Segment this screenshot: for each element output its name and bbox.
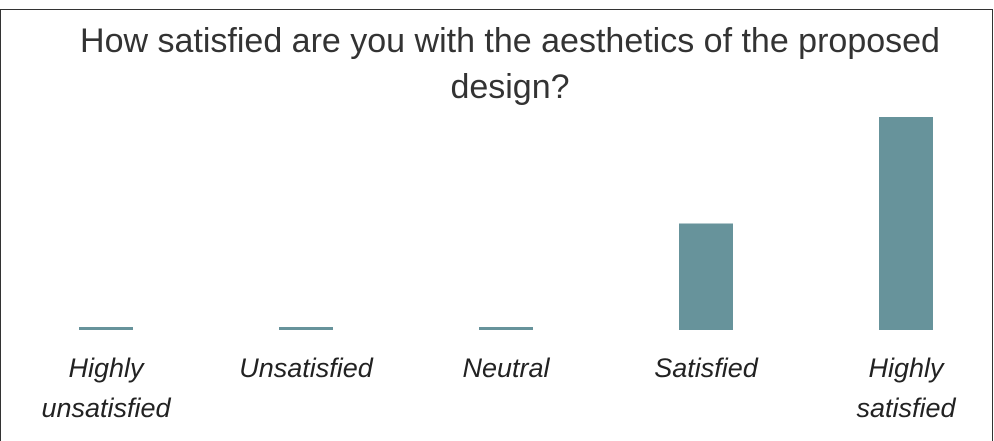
- x-tick-label-unsatisfied: Unsatisfied: [239, 353, 374, 383]
- bar-highly-unsatisfied: [79, 327, 133, 330]
- x-tick-label-neutral: Neutral: [462, 353, 550, 383]
- bars-group: [79, 117, 933, 330]
- chart-frame: [0, 9, 993, 441]
- bar-unsatisfied: [279, 327, 333, 330]
- x-tick-label-satisfied: Satisfied: [654, 353, 759, 383]
- bar-satisfied: [679, 223, 733, 330]
- x-tick-label-highly-satisfied: Highly satisfied: [856, 353, 956, 423]
- bar-neutral: [479, 327, 533, 330]
- x-tick-label-highly-unsatisfied: Highly unsatisfied: [41, 353, 171, 423]
- bar-highly-satisfied: [879, 117, 933, 330]
- tick-labels-group: Highly unsatisfied Unsatisfied Neutral Satis…: [41, 353, 956, 423]
- chart-title: How satisfied are you with the aesthetic…: [80, 22, 940, 106]
